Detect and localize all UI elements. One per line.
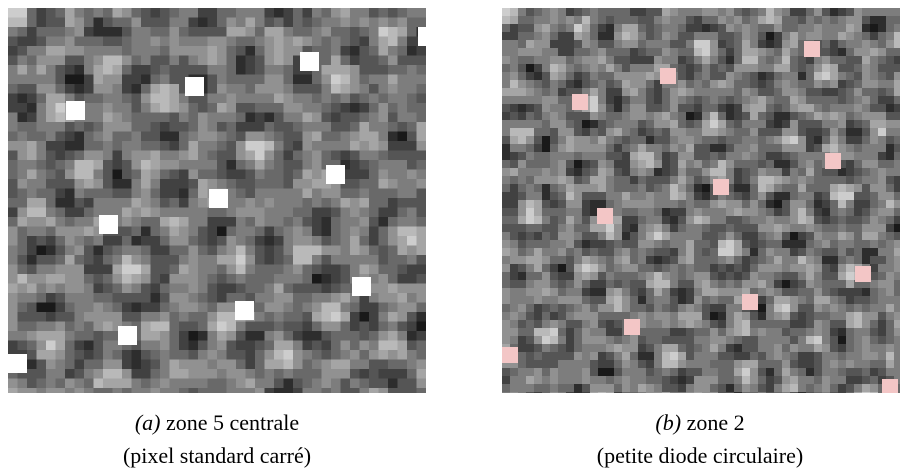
bright-spot (300, 52, 319, 71)
bright-spot (118, 326, 137, 345)
pixel-region (502, 8, 900, 393)
pixel-region (502, 8, 900, 393)
caption-subtext: (petite diode circulaire) (596, 443, 804, 468)
bright-spot (825, 153, 841, 169)
bright-spot (235, 301, 254, 320)
pixel-region (502, 8, 900, 393)
caption-label: (b) (655, 410, 682, 435)
bright-spot (855, 266, 871, 282)
pixel-region (502, 8, 900, 393)
pixel-region (502, 8, 900, 393)
bright-spot (882, 379, 898, 393)
bright-spot (209, 189, 228, 208)
caption-text: zone 2 (686, 410, 745, 435)
pixel-region (502, 8, 894, 393)
caption-a: (a) zone 5 centrale (pixel standard carr… (7, 406, 427, 472)
bright-spot (804, 41, 820, 57)
bright-spot (597, 208, 613, 224)
bright-spot (99, 215, 118, 234)
pixel-region (502, 8, 886, 393)
bright-spot (326, 165, 345, 184)
caption-text: zone 5 centrale (166, 410, 300, 435)
caption-subtext: (pixel standard carré) (122, 443, 312, 468)
bright-spot (502, 347, 518, 363)
caption-line: (b) zone 2 (490, 406, 910, 439)
bright-spot (66, 101, 85, 120)
caption-label: (a) (134, 410, 161, 435)
caption-b: (b) zone 2 (petite diode circulaire) (490, 406, 910, 472)
bright-spot (185, 77, 204, 96)
bright-spot (742, 294, 758, 310)
bright-spot (418, 27, 426, 46)
caption-line: (a) zone 5 centrale (7, 406, 427, 439)
bright-spot (624, 319, 640, 335)
bright-spot (352, 277, 371, 296)
pixel-region (8, 8, 426, 393)
bright-spot (8, 354, 27, 373)
image-b (502, 8, 900, 393)
bright-spot (713, 179, 729, 195)
bright-spot (572, 94, 588, 110)
bright-spot (660, 68, 676, 84)
image-a (8, 8, 426, 393)
